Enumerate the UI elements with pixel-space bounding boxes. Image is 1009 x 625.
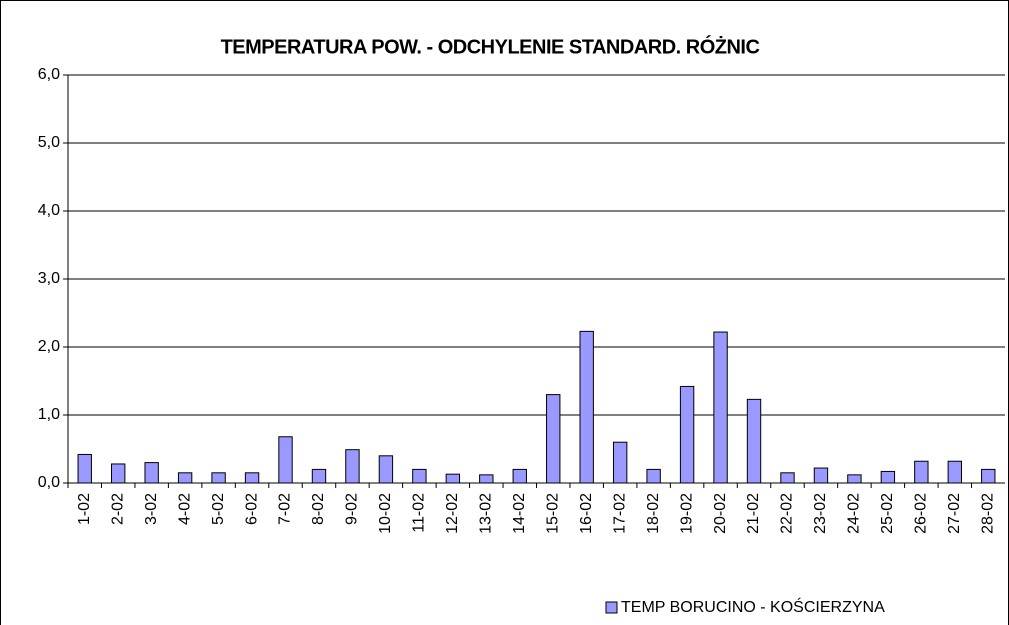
x-tick-label: 14-02 — [511, 493, 528, 534]
x-tick-label: 10-02 — [377, 493, 394, 534]
bar — [479, 474, 494, 484]
bar — [111, 463, 126, 484]
x-tick-label: 11-02 — [411, 493, 428, 533]
bar — [378, 455, 394, 484]
bar — [311, 468, 327, 484]
bar — [646, 468, 661, 484]
bar — [244, 472, 260, 484]
x-tick-label: 6-02 — [243, 493, 260, 525]
x-tick-label: 20-02 — [712, 493, 729, 534]
legend-label: TEMP BORUCINO - KOŚCIERZYNA — [621, 597, 885, 616]
bar — [914, 460, 929, 484]
chart-title: TEMPERATURA POW. - ODCHYLENIE STANDARD. … — [221, 34, 760, 58]
bar — [679, 385, 695, 484]
y-tick-label: 0,0 — [38, 474, 60, 491]
x-tick-label: 16-02 — [578, 493, 595, 534]
x-tick-label: 26-02 — [913, 493, 930, 534]
bar — [144, 462, 159, 484]
legend-swatch — [605, 601, 618, 614]
bar — [746, 398, 762, 484]
bar — [512, 468, 527, 484]
bar — [981, 468, 996, 484]
x-tick-label: 28-02 — [979, 493, 996, 534]
bar — [880, 470, 896, 484]
bar — [177, 472, 193, 484]
y-tick-label: 2,0 — [38, 338, 60, 355]
bar — [847, 474, 862, 484]
bar — [345, 449, 360, 484]
x-tick-label: 12-02 — [444, 493, 461, 534]
y-tick-label: 5,0 — [38, 134, 60, 151]
x-tick-label: 18-02 — [645, 493, 662, 534]
x-tick-label: 2-02 — [109, 493, 126, 525]
bar — [947, 460, 962, 484]
x-tick-label: 19-02 — [678, 493, 695, 534]
bar — [77, 453, 92, 484]
x-tick-label: 1-02 — [76, 493, 93, 525]
bar — [211, 472, 226, 484]
x-tick-label: 24-02 — [846, 493, 863, 534]
x-tick-label: 25-02 — [879, 493, 896, 534]
y-tick-label: 6,0 — [38, 66, 60, 83]
y-tick-label: 4,0 — [38, 202, 60, 219]
x-tick-label: 5-02 — [210, 493, 227, 525]
bar — [546, 394, 561, 484]
x-tick-label: 22-02 — [779, 493, 796, 534]
x-tick-label: 17-02 — [611, 493, 628, 534]
bar — [579, 330, 594, 484]
bar — [445, 473, 461, 484]
y-tick-label: 1,0 — [38, 406, 60, 423]
y-tick-label: 3,0 — [38, 270, 60, 287]
bar — [412, 468, 427, 484]
x-tick-label: 13-02 — [478, 493, 495, 534]
x-tick-label: 21-02 — [745, 493, 762, 534]
bar — [612, 441, 628, 484]
x-tick-label: 23-02 — [812, 493, 829, 534]
x-tick-label: 8-02 — [310, 493, 327, 525]
bar — [780, 472, 795, 484]
x-tick-label: 9-02 — [344, 493, 361, 525]
bar — [813, 467, 829, 484]
x-tick-label: 27-02 — [946, 493, 963, 534]
bar — [713, 331, 728, 484]
x-tick-label: 3-02 — [143, 493, 160, 525]
bar — [278, 436, 293, 484]
x-tick-label: 4-02 — [176, 493, 193, 525]
x-tick-label: 15-02 — [544, 493, 561, 534]
x-tick-label: 7-02 — [277, 493, 294, 525]
